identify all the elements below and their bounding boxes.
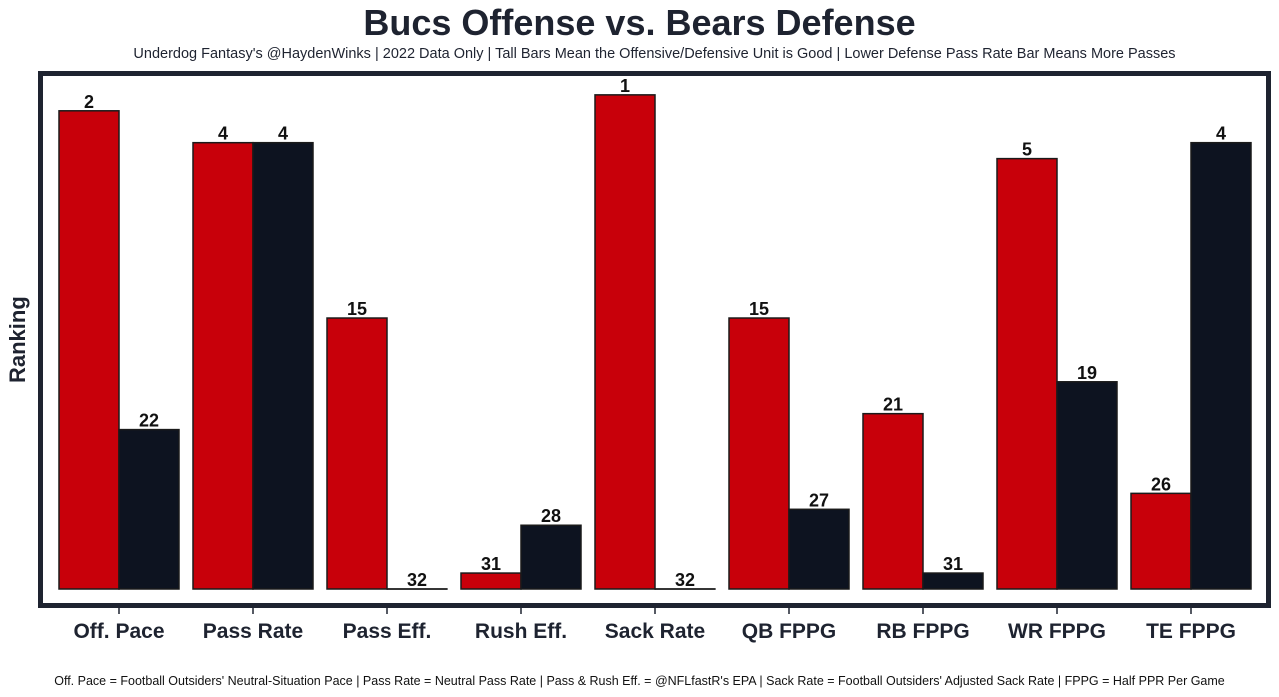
value-label: 4 xyxy=(278,124,288,144)
bar-offense-wr-fppg xyxy=(996,157,1058,590)
bar-offense-pass-eff xyxy=(326,317,388,590)
x-tick-label: RB FPPG xyxy=(876,620,969,643)
x-tick-label: Rush Eff. xyxy=(475,620,567,643)
x-tick-label: Off. Pace xyxy=(73,620,164,643)
bar-defense-te-fppg xyxy=(1190,141,1252,590)
x-tick-label: Pass Rate xyxy=(203,620,303,643)
bar-offense-rush-eff xyxy=(460,572,522,590)
value-label: 26 xyxy=(1151,474,1171,494)
bar-offense-off-pace xyxy=(58,110,120,590)
value-label: 32 xyxy=(675,570,695,590)
x-axis-ticks: Off. Pace Pass Rate Pass Eff. Rush Eff. Sack… xyxy=(73,608,1236,643)
chart-title: Bucs Offense vs. Bears Defense xyxy=(363,2,916,43)
bar-defense-qb-fppg xyxy=(788,508,850,590)
bar-defense-pass-rate xyxy=(252,141,314,590)
x-tick-label: TE FPPG xyxy=(1146,620,1236,643)
bar-offense-pass-rate xyxy=(192,141,254,590)
x-tick-label: Pass Eff. xyxy=(343,620,432,643)
value-label: 4 xyxy=(1216,124,1226,144)
x-tick-label: Sack Rate xyxy=(605,620,705,643)
bar-offense-te-fppg xyxy=(1130,492,1192,590)
value-label: 1 xyxy=(620,76,630,96)
value-label: 32 xyxy=(407,570,427,590)
bar-offense-sack-rate xyxy=(594,94,656,590)
plot-frame xyxy=(38,71,1271,608)
bar-defense-rb-fppg xyxy=(922,572,984,590)
value-label: 2 xyxy=(84,92,94,112)
value-label: 4 xyxy=(218,124,228,144)
bar-offense-qb-fppg xyxy=(728,317,790,590)
value-label: 28 xyxy=(541,506,561,526)
bars-group xyxy=(58,94,1252,590)
value-label: 15 xyxy=(347,299,367,319)
value-label: 27 xyxy=(809,490,829,510)
value-label: 5 xyxy=(1022,140,1032,160)
bar-defense-rush-eff xyxy=(520,524,582,590)
bar-offense-rb-fppg xyxy=(862,412,924,590)
value-label: 22 xyxy=(139,411,159,431)
chart-footnote: Off. Pace = Football Outsiders' Neutral-… xyxy=(54,674,1225,688)
x-tick-label: WR FPPG xyxy=(1008,620,1106,643)
value-label: 31 xyxy=(481,554,501,574)
value-label: 21 xyxy=(883,395,903,415)
value-label: 19 xyxy=(1077,363,1097,383)
x-tick-label: QB FPPG xyxy=(742,620,837,643)
bar-defense-off-pace xyxy=(118,428,180,590)
value-label: 15 xyxy=(749,299,769,319)
chart-subtitle: Underdog Fantasy's @HaydenWinks | 2022 D… xyxy=(133,46,1176,62)
bar-defense-wr-fppg xyxy=(1056,381,1118,590)
value-label: 31 xyxy=(943,554,963,574)
